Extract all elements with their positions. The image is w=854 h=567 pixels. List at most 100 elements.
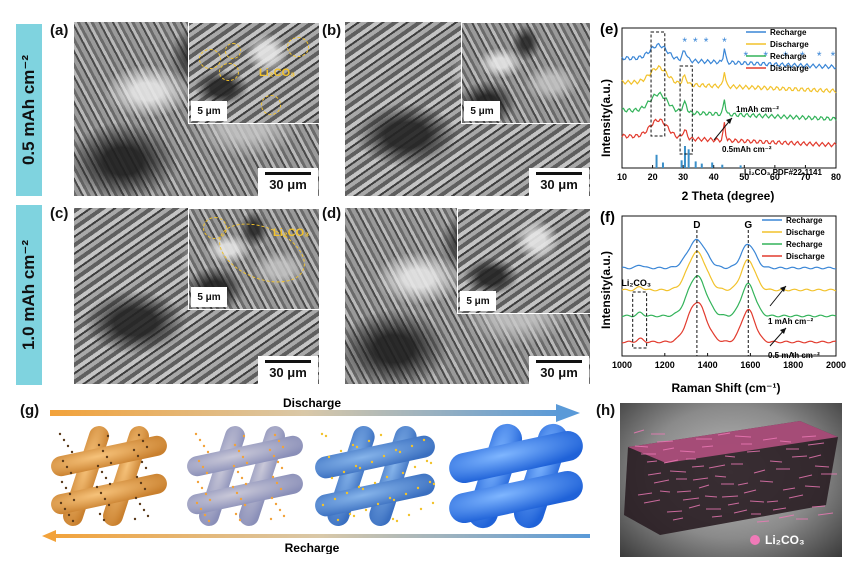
recharge-arrow [50,534,590,538]
xrd-peak-marker: * [693,35,698,49]
particle-dot [208,498,212,502]
particle-dot [108,482,112,486]
particle-dot [382,454,386,458]
particle-dot [361,487,365,491]
particle-dot [132,448,136,452]
li2co3-streak [721,495,739,498]
xrd-xtick-label: 50 [739,172,749,182]
li2co3-streak [643,499,661,504]
li2co3-streak [647,472,662,476]
xrd-peak-marker: * [722,35,727,49]
li2co3-streak [662,447,675,451]
xrd-legend-entry: Discharge [770,64,809,73]
li2co3-streak [672,517,684,521]
particle-dot [205,471,209,475]
li2co3-streak [676,490,692,493]
xrd-xtick-label: 40 [709,172,719,182]
particle-dot [60,480,64,484]
xrd-peak-marker: * [817,49,822,63]
xrd-xtick-label: 70 [800,172,810,182]
particle-dot [194,432,198,436]
xrd-xlabel: 2 Theta (degree) [682,189,775,203]
li2co3-circle [225,43,241,59]
particle-dot [146,514,150,518]
xrd-xtick-label: 60 [770,172,780,182]
li2co3-legend-dot [750,535,760,545]
raman-trend-arrowhead [780,328,786,334]
li2co3-streak [746,450,761,453]
li2co3-streak [737,482,749,486]
particle-dot [105,455,109,459]
li2co3-streak [637,492,653,496]
xrd-peak-marker: * [783,49,788,63]
particle-dot [203,513,207,517]
particle-dot [136,454,140,458]
sem-inset-d: 5 μm [457,208,591,314]
raman-legend-entry: Recharge [786,216,823,225]
particle-dot [204,492,208,496]
particle-dot [373,481,377,485]
particle-dot [95,485,99,489]
particle-dot [413,465,417,469]
xrd-trend-arrowhead [726,118,732,124]
xrd-legend-entry: Discharge [770,40,809,49]
li2co3-streak [701,445,714,448]
li2co3-streak [811,505,826,508]
particle-dot [104,476,108,480]
sem-image-c: Li₂CO₃ 5 μm 30 μm [74,208,320,384]
particle-dot [401,471,405,475]
li2co3-streak [679,450,696,453]
inset-scale: 5 μm [191,101,227,121]
xrd-xtick-label: 30 [678,172,688,182]
raman-xtick-label: 1400 [698,360,718,370]
particle-dot [428,480,432,484]
particle-dot [109,461,113,465]
raman-series-line [621,238,837,270]
particle-dot [281,445,285,449]
particle-dot [324,434,328,438]
particle-dot [241,455,245,459]
xrd-series-line [621,42,837,70]
particle-dot [385,475,389,479]
particle-dot [99,491,103,495]
li2co3-streak [743,489,757,494]
particle-dot [68,492,72,496]
particle-dot [398,450,402,454]
particle-dot [245,461,249,465]
particle-dot [242,434,246,438]
particle-dot [282,514,286,518]
li2co3-streak [804,485,821,488]
tomography-volume [624,421,838,535]
raman-xtick-label: 1800 [783,360,803,370]
xrd-peak-marker: * [743,49,748,63]
sem-inset-a: Li₂CO₃ 5 μm [188,22,320,124]
particle-dot [395,519,399,523]
particle-dot [142,508,146,512]
particle-dot [202,444,206,448]
li2co3-streak [762,437,778,441]
particle-dot [336,518,340,522]
li2co3-streak [698,484,710,489]
particle-dot [69,471,73,475]
panel-c-label: (c) [50,205,69,222]
li2co3-streak [807,442,825,446]
li2co3-streak [669,470,687,473]
tomography-legend: Li₂CO₃ [750,533,805,547]
particle-dot [379,433,383,437]
particle-dot [394,448,398,452]
particle-dot [376,502,380,506]
particle-dot [272,454,276,458]
particle-dot [416,486,420,490]
particle-dot [200,486,204,490]
particle-dot [243,503,247,507]
raman-li2co3-label: Li₂CO₃ [621,278,651,288]
li2co3-streak [688,504,701,509]
li2co3-streak [749,500,765,503]
li2co3-streak [753,469,766,474]
inset-scale: 5 μm [191,287,227,307]
li2co3-streak [733,509,748,514]
raman-series-line [621,301,837,344]
particle-dot [97,443,101,447]
particle-dot [357,485,361,489]
li2co3-streak [714,475,727,478]
